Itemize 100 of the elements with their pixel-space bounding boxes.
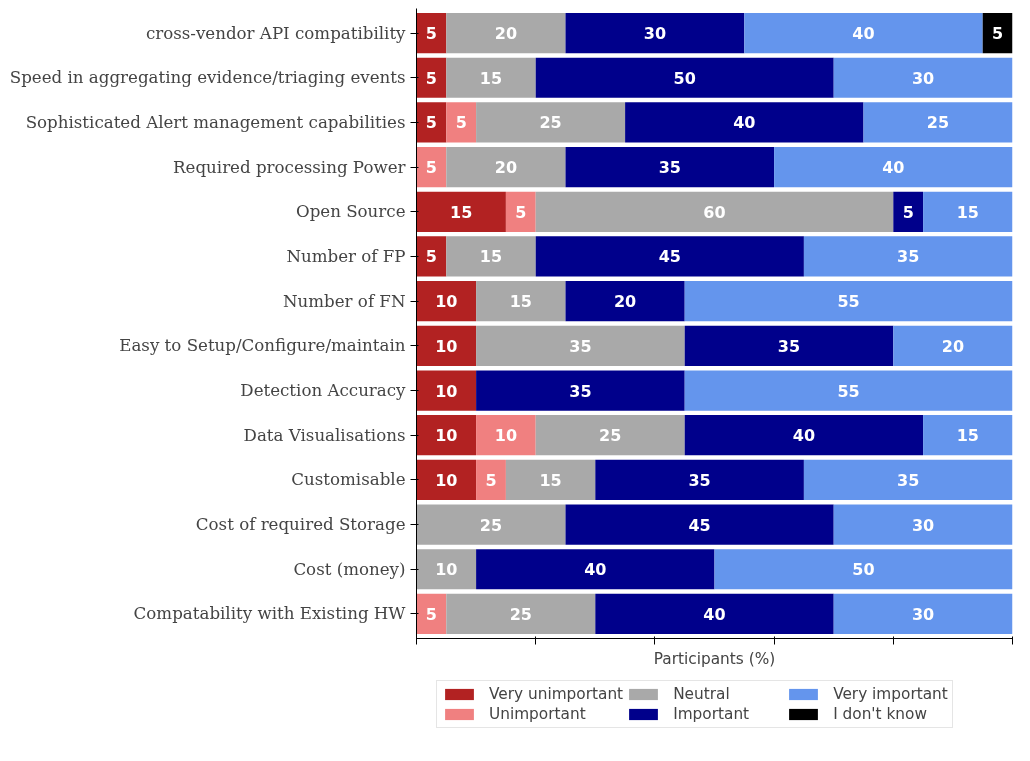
bar bbox=[684, 370, 1013, 411]
data-label: 20 bbox=[494, 158, 518, 178]
bar bbox=[416, 415, 477, 456]
bar bbox=[744, 12, 983, 54]
data-label: 40 bbox=[733, 113, 756, 133]
data-label: 35 bbox=[688, 470, 711, 490]
bar bbox=[863, 102, 1013, 143]
data-label: 30 bbox=[911, 68, 935, 88]
data-label: 10 bbox=[435, 560, 458, 580]
data-label: 45 bbox=[688, 515, 711, 535]
bar bbox=[476, 281, 566, 322]
bar bbox=[893, 191, 924, 232]
bar bbox=[476, 549, 715, 590]
data-label: 15 bbox=[479, 68, 503, 88]
data-label: 25 bbox=[599, 426, 622, 446]
bar bbox=[595, 459, 804, 500]
legend-label: I don't know bbox=[833, 705, 928, 723]
bar bbox=[684, 325, 894, 366]
bar bbox=[565, 147, 775, 188]
data-label: 25 bbox=[926, 113, 950, 133]
bar bbox=[416, 281, 477, 322]
data-label: 35 bbox=[897, 470, 920, 490]
data-label: 5 bbox=[425, 158, 437, 178]
bar bbox=[476, 325, 685, 366]
data-label: 40 bbox=[792, 426, 816, 446]
bar bbox=[535, 236, 804, 277]
bar bbox=[446, 593, 596, 635]
bar bbox=[416, 504, 566, 545]
y-tick-label: Required processing Power bbox=[173, 157, 406, 177]
bar bbox=[416, 191, 506, 232]
data-label: 15 bbox=[450, 202, 473, 222]
data-label: 5 bbox=[425, 24, 437, 44]
data-label: 10 bbox=[494, 426, 518, 446]
bar bbox=[565, 504, 834, 545]
data-label: 15 bbox=[509, 292, 532, 312]
bar bbox=[505, 191, 536, 232]
bar bbox=[923, 415, 1013, 456]
data-label: 10 bbox=[435, 426, 458, 446]
legend-label: Very important bbox=[833, 685, 948, 703]
bar bbox=[476, 102, 626, 143]
y-tick-label: Customisable bbox=[291, 470, 406, 490]
y-tick-label: cross-vendor API compatibility bbox=[145, 23, 407, 43]
data-label: 60 bbox=[703, 202, 726, 222]
bar bbox=[625, 102, 864, 143]
data-label: 5 bbox=[992, 24, 1004, 44]
x-axis-title: Participants (%) bbox=[653, 649, 776, 668]
y-tick-label: Sophisticated Alert management capabilities bbox=[25, 112, 406, 132]
y-tick-label: Cost of required Storage bbox=[195, 515, 406, 535]
bar bbox=[803, 236, 1013, 277]
data-label: 10 bbox=[435, 381, 458, 401]
data-label: 50 bbox=[852, 560, 875, 580]
y-tick-label: Cost (money) bbox=[293, 559, 406, 579]
bar bbox=[476, 415, 536, 456]
data-label: 30 bbox=[911, 604, 935, 624]
data-label: 55 bbox=[837, 381, 860, 401]
data-label: 55 bbox=[837, 292, 860, 312]
data-label: 45 bbox=[658, 247, 681, 267]
bar bbox=[833, 593, 1013, 635]
data-label: 40 bbox=[584, 560, 607, 580]
bar bbox=[833, 57, 1013, 98]
data-label: 25 bbox=[479, 515, 503, 535]
bar bbox=[505, 459, 596, 500]
data-label: 20 bbox=[494, 24, 518, 44]
y-tick-label: Number of FP bbox=[286, 246, 406, 266]
legend-label: Very unimportant bbox=[489, 685, 624, 703]
bar bbox=[684, 281, 1013, 322]
data-label: 50 bbox=[673, 68, 696, 88]
data-label: 5 bbox=[425, 247, 437, 267]
y-tick-label: Open Source bbox=[295, 202, 406, 222]
data-label: 5 bbox=[515, 202, 527, 222]
bar bbox=[446, 102, 477, 143]
data-label: 10 bbox=[435, 292, 458, 312]
bar bbox=[416, 549, 477, 590]
data-label: 20 bbox=[941, 336, 965, 356]
data-label: 15 bbox=[479, 247, 503, 267]
data-label: 5 bbox=[425, 68, 437, 88]
bar bbox=[535, 57, 834, 98]
bar bbox=[446, 147, 566, 188]
data-label: 5 bbox=[425, 604, 437, 624]
bar bbox=[416, 102, 447, 143]
data-label: 20 bbox=[613, 292, 637, 312]
data-label: 10 bbox=[435, 470, 458, 490]
y-tick-label: Speed in aggregating evidence/triaging events bbox=[9, 68, 406, 88]
bar bbox=[803, 459, 1013, 500]
data-label: 5 bbox=[902, 202, 914, 222]
bar bbox=[565, 12, 745, 54]
y-tick-label: Detection Accuracy bbox=[240, 381, 407, 401]
data-label: 25 bbox=[539, 113, 562, 133]
data-label: 10 bbox=[435, 336, 458, 356]
bar bbox=[833, 504, 1013, 545]
bar bbox=[535, 415, 685, 456]
bar bbox=[446, 236, 536, 277]
bar bbox=[446, 57, 536, 98]
y-tick-label: Data Visualisations bbox=[243, 425, 406, 445]
data-label: 35 bbox=[897, 247, 920, 267]
data-label: 25 bbox=[509, 604, 532, 624]
data-label: 5 bbox=[485, 470, 497, 490]
bar bbox=[416, 325, 477, 366]
bar bbox=[416, 459, 477, 500]
data-label: 35 bbox=[569, 336, 592, 356]
